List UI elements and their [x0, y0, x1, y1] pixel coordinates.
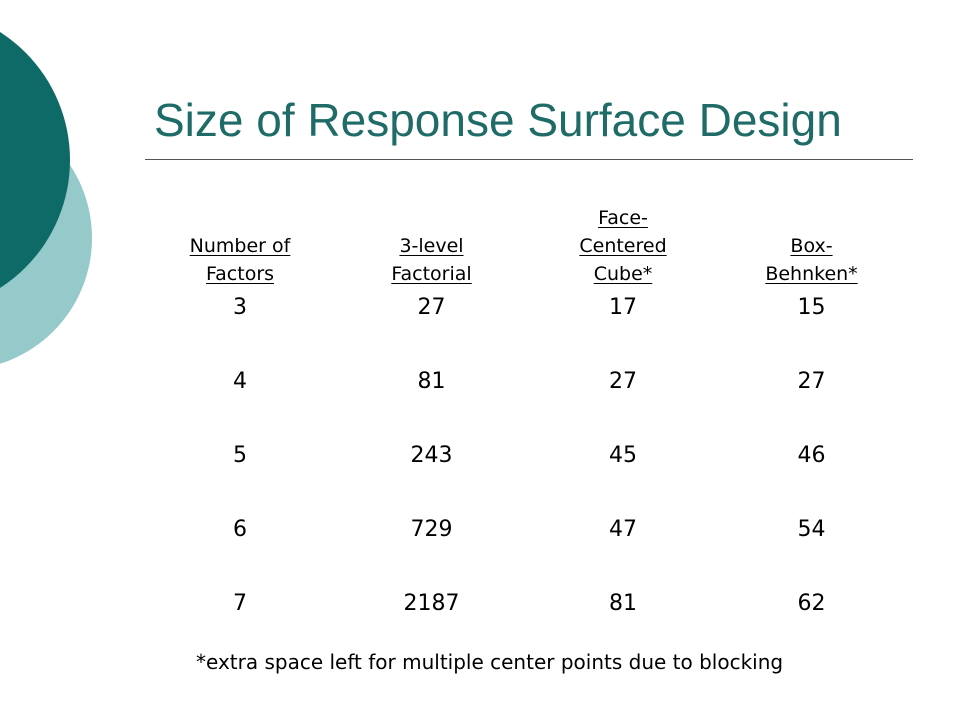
header-box-behnken: Box- Behnken* — [713, 196, 910, 292]
header-label: Number of Factors — [189, 235, 291, 285]
table-cell: 62 — [797, 591, 826, 616]
table-cell: 45 — [609, 443, 637, 468]
table-header-row: Number of Factors 3-level Factorial Face… — [150, 196, 910, 292]
header-number-of-factors: Number of Factors — [150, 196, 330, 292]
table-cell: 81 — [609, 591, 637, 616]
table-row: 7 2187 81 62 — [150, 588, 910, 662]
table-row: 4 81 27 27 — [150, 366, 910, 440]
footnote: *extra space left for multiple center po… — [196, 650, 784, 674]
table-row: 3 27 17 15 — [150, 292, 910, 366]
table-row: 6 729 47 54 — [150, 514, 910, 588]
table-cell: 243 — [410, 443, 453, 468]
title-divider — [145, 159, 913, 160]
table-cell: 2187 — [403, 591, 460, 616]
table-cell: 729 — [410, 517, 453, 542]
header-3-level-factorial: 3-level Factorial — [330, 196, 533, 292]
table-cell: 27 — [609, 369, 637, 394]
table-cell: 27 — [417, 295, 446, 320]
decorative-circles — [0, 32, 92, 364]
table-cell: 46 — [797, 443, 826, 468]
table-cell: 3 — [233, 295, 247, 320]
table-cell: 17 — [609, 295, 637, 320]
header-face-centered-cube: Face- Centered Cube* — [533, 196, 713, 292]
table-cell: 47 — [609, 517, 637, 542]
header-label: 3-level Factorial — [391, 235, 472, 285]
table-cell: 5 — [233, 443, 247, 468]
table-cell: 7 — [233, 591, 247, 616]
slide-title: Size of Response Surface Design — [154, 94, 842, 146]
table-cell: 15 — [797, 295, 826, 320]
table-cell: 81 — [417, 369, 446, 394]
decor-dark-circle — [0, 32, 70, 288]
header-label: Face- Centered Cube* — [579, 207, 667, 285]
design-size-table: Number of Factors 3-level Factorial Face… — [150, 196, 910, 662]
table-cell: 54 — [797, 517, 826, 542]
table-row: 5 243 45 46 — [150, 440, 910, 514]
table-cell: 27 — [797, 369, 826, 394]
header-label: Box- Behnken* — [765, 235, 858, 285]
table-cell: 4 — [233, 369, 247, 394]
table-cell: 6 — [233, 517, 247, 542]
